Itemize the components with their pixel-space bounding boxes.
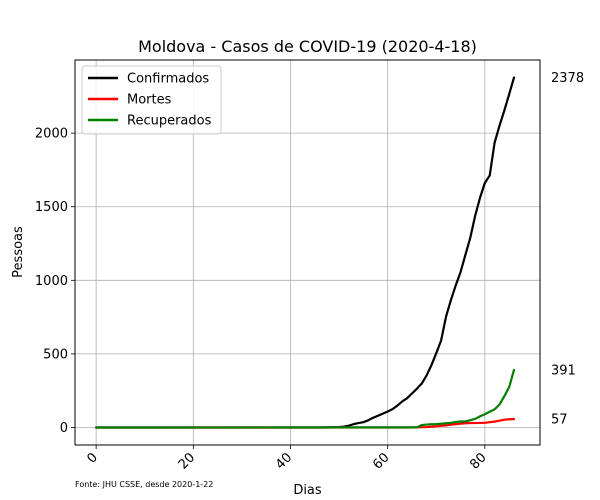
end-labels: 2378 57 391 bbox=[551, 71, 584, 428]
series-line-mortes bbox=[95, 418, 516, 429]
series-lines bbox=[95, 76, 516, 429]
end-label-mortes: 57 bbox=[551, 413, 568, 428]
y-tick-label: 1500 bbox=[35, 200, 68, 215]
series-line-recuperados bbox=[95, 368, 516, 429]
end-label-recuperados: 391 bbox=[551, 363, 576, 378]
y-tick-label: 2000 bbox=[35, 127, 68, 142]
y-tick-label: 500 bbox=[43, 347, 68, 362]
legend-label-recuperados: Recuperados bbox=[127, 114, 212, 129]
y-axis-label: Pessoas bbox=[11, 226, 26, 278]
x-tick-label: 0 bbox=[85, 450, 101, 466]
y-tick-label: 0 bbox=[60, 421, 68, 436]
legend-label-mortes: Mortes bbox=[127, 93, 172, 108]
plot-border bbox=[74, 59, 541, 446]
source-note: Fonte: JHU CSSE, desde 2020-1-22 bbox=[75, 480, 213, 489]
legend: Confirmados Mortes Recuperados bbox=[81, 65, 222, 135]
x-tick-label: 60 bbox=[370, 450, 392, 472]
end-label-confirmados: 2378 bbox=[551, 71, 584, 86]
y-tick-label: 1000 bbox=[35, 274, 68, 289]
series-line-confirmados bbox=[95, 76, 516, 429]
legend-label-confirmados: Confirmados bbox=[127, 72, 209, 87]
x-tick-label: 20 bbox=[176, 450, 198, 472]
x-tick-label: 80 bbox=[467, 450, 489, 472]
legend-box bbox=[81, 65, 222, 135]
x-axis-label: Dias bbox=[293, 483, 322, 498]
chart-title: Moldova - Casos de COVID-19 (2020-4-18) bbox=[138, 37, 477, 56]
x-tick-label: 40 bbox=[273, 450, 295, 472]
